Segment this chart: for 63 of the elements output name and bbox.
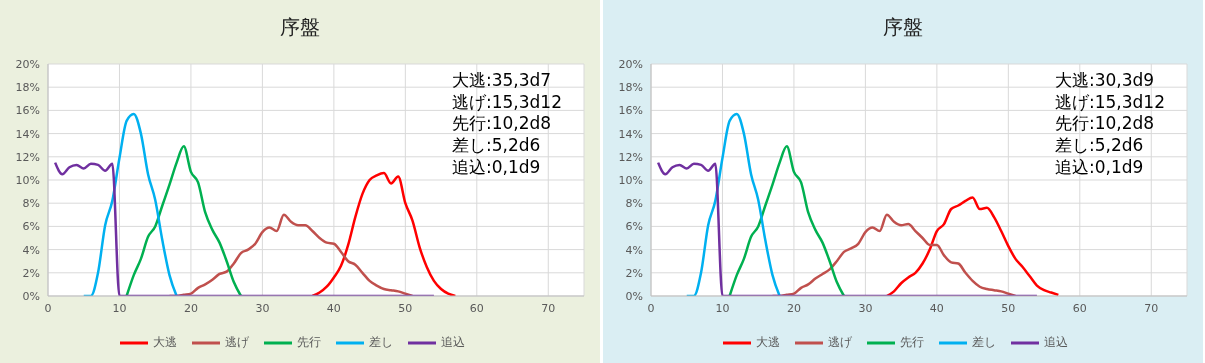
y-tick-label: 16% [618, 104, 643, 118]
x-tick-label: 50 [1001, 301, 1016, 315]
annotation: 追込:0,1d9 [1055, 156, 1145, 179]
y-tick-label: 10% [618, 173, 643, 187]
legend-label: 先行 [297, 334, 321, 351]
chart-title: 序盤 [882, 14, 924, 41]
y-tick-label: 14% [15, 127, 40, 141]
y-tick-label: 2% [625, 266, 643, 280]
legend-label: 大逃 [153, 334, 177, 351]
legend-label: 先行 [900, 334, 924, 351]
y-tick-label: 0% [22, 289, 40, 303]
chart-title: 序盤 [279, 14, 321, 41]
legend-label: 逃げ [828, 334, 852, 351]
legend-label: 追込 [1044, 334, 1068, 351]
x-tick-label: 70 [1144, 301, 1159, 315]
y-tick-label: 18% [618, 81, 643, 95]
y-tick-label: 4% [22, 243, 40, 257]
x-tick-label: 40 [326, 301, 341, 315]
annotation: 大逃:35,3d7 [452, 70, 553, 92]
annotation: 大逃:30,3d9 [1055, 70, 1156, 92]
y-tick-label: 8% [22, 197, 40, 211]
x-tick-label: 20 [183, 301, 198, 315]
annotation: 差し:5,2d6 [452, 135, 542, 157]
y-tick-label: 20% [15, 57, 40, 71]
y-tick-label: 20% [618, 57, 643, 71]
y-tick-label: 2% [22, 266, 40, 280]
line-series [125, 145, 243, 296]
y-tick-label: 12% [15, 150, 40, 164]
annotation: 追込:0,1d9 [452, 156, 542, 179]
legend-label: 差し [369, 334, 393, 351]
x-tick-label: 20 [786, 301, 801, 315]
x-tick-label: 50 [398, 301, 413, 315]
x-tick-label: 60 [469, 301, 484, 315]
x-tick-label: 0 [647, 301, 655, 315]
x-tick-label: 30 [858, 301, 873, 315]
line-series [728, 145, 846, 296]
y-tick-label: 16% [15, 104, 40, 118]
x-tick-label: 60 [1072, 301, 1087, 315]
y-tick-label: 10% [15, 173, 40, 187]
y-tick-label: 0% [625, 289, 643, 303]
legend-label: 大逃 [756, 334, 780, 351]
line-series [885, 196, 1060, 296]
y-tick-label: 18% [15, 81, 40, 95]
y-tick-label: 8% [625, 197, 643, 211]
x-tick-label: 70 [541, 301, 556, 315]
x-tick-label: 10 [715, 301, 730, 315]
annotation: 先行:10,2d8 [452, 113, 553, 136]
x-tick-label: 30 [255, 301, 270, 315]
legend-label: 逃げ [225, 334, 249, 351]
x-tick-label: 40 [929, 301, 944, 315]
legend-label: 追込 [441, 334, 465, 351]
y-tick-label: 6% [22, 220, 40, 234]
y-tick-label: 14% [618, 127, 643, 141]
legend-label: 差し [972, 334, 996, 351]
x-tick-label: 0 [44, 301, 52, 315]
annotation: 逃げ:15,3d12 [452, 91, 563, 114]
annotation: 差し:5,2d6 [1055, 135, 1145, 157]
y-tick-label: 12% [618, 150, 643, 164]
annotation: 逃げ:15,3d12 [1055, 91, 1166, 114]
x-tick-label: 10 [112, 301, 127, 315]
y-tick-label: 6% [625, 220, 643, 234]
annotation: 先行:10,2d8 [1055, 113, 1156, 136]
y-tick-label: 4% [625, 243, 643, 257]
